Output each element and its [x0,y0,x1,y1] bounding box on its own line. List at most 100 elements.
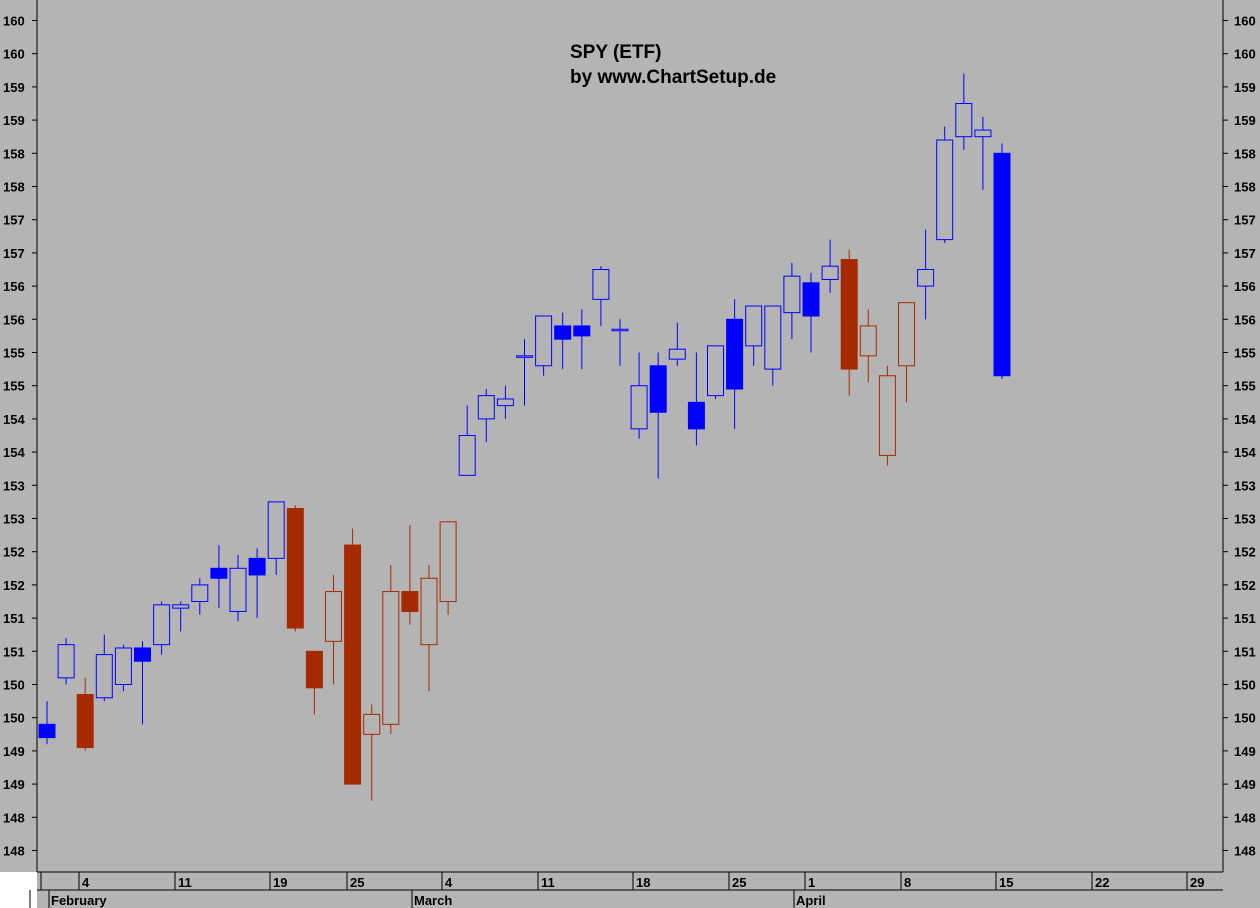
candle [802,272,820,353]
candle-body [936,139,954,241]
candle [191,578,209,615]
candle-body [859,325,877,357]
y-tick-label-right: 148 [1234,844,1256,859]
chart-subtitle: by www.ChartSetup.de [570,67,776,88]
month-label: February [51,893,107,908]
y-tick-label-left: 157 [3,246,25,261]
candle [554,312,572,370]
candle-body [573,325,591,337]
y-tick-label-left: 159 [3,80,25,95]
y-tick-label-right: 150 [1234,678,1256,693]
candle [974,116,992,190]
candle [95,634,113,702]
chart-title: SPY (ETF) [570,42,662,63]
candle-body [458,435,476,476]
candle-body [210,567,228,579]
candle-body [649,365,667,413]
y-tick-label-right: 149 [1234,777,1256,792]
candle-body [38,723,56,739]
candle [38,701,56,745]
y-tick-label-right: 154 [1234,412,1256,427]
candle [363,704,381,801]
candle-body [726,318,744,390]
candle-body [248,557,266,576]
x-tick-label: 11 [541,875,555,890]
candle [458,405,476,476]
candle [917,229,935,320]
y-tick-label-left: 159 [3,113,25,128]
candle [516,339,533,406]
candle-body [955,103,973,138]
y-tick-label-left: 156 [3,279,25,294]
candle [114,644,132,692]
candle-body [57,644,75,679]
candle [382,564,400,735]
candle [898,302,915,403]
y-tick-label-left: 156 [3,312,25,327]
candle [745,305,763,366]
y-tick-label-left: 150 [3,711,25,726]
x-tick-label: 25 [732,875,746,890]
candle [707,345,724,399]
x-tick-label: 15 [999,875,1013,890]
candle [210,545,228,609]
y-tick-label-left: 158 [3,146,25,161]
candle-body [382,591,400,725]
candle-body [668,348,686,360]
x-tick-label: 8 [904,875,911,890]
candle-body [191,584,209,603]
candle-body [821,265,839,280]
bottom-white-strip [0,872,37,908]
x-tick-label: 29 [1190,875,1204,890]
candle-body [802,282,820,317]
y-tick-label-right: 157 [1234,246,1256,261]
x-tick-label: 1 [808,875,815,890]
candle-body [95,654,113,699]
y-tick-label-right: 156 [1234,279,1256,294]
y-tick-label-right: 148 [1234,810,1256,825]
x-tick-label: 4 [445,875,453,890]
candle-body [764,305,782,370]
candle [172,601,190,632]
y-tick-label-right: 155 [1234,379,1256,394]
candle-body [745,305,763,347]
candle [496,385,514,419]
y-tick-label-left: 160 [3,14,25,29]
candle [229,555,247,622]
y-tick-label-left: 152 [3,578,25,593]
x-tick-label: 11 [178,875,192,890]
y-tick-label-left: 149 [3,744,25,759]
y-tick-label-right: 153 [1234,512,1256,527]
y-tick-label-right: 160 [1234,47,1256,62]
candle-body [401,591,419,612]
candle [859,309,877,383]
candle-body [363,713,381,735]
candle [993,143,1011,380]
candle [649,352,667,479]
y-tick-label-left: 157 [3,213,25,228]
candle [344,528,362,785]
candle-body [898,302,915,367]
candles-layer [38,73,1011,801]
candle [439,521,457,615]
y-tick-label-left: 152 [3,545,25,560]
y-tick-label-right: 159 [1234,113,1256,128]
y-tick-label-left: 151 [3,611,25,626]
candle [134,641,151,725]
x-tick-label: 4 [82,875,90,890]
candle [936,126,954,243]
candle [573,309,591,370]
y-tick-label-right: 158 [1234,180,1256,195]
y-tick-label-right: 160 [1234,14,1256,29]
candle-body [267,501,285,559]
y-tick-label-right: 150 [1234,711,1256,726]
y-tick-label-left: 148 [3,810,25,825]
candle [630,352,648,439]
candle [764,305,782,386]
y-tick-label-left: 149 [3,777,25,792]
candle-body [477,395,495,420]
candle-body [439,521,457,603]
